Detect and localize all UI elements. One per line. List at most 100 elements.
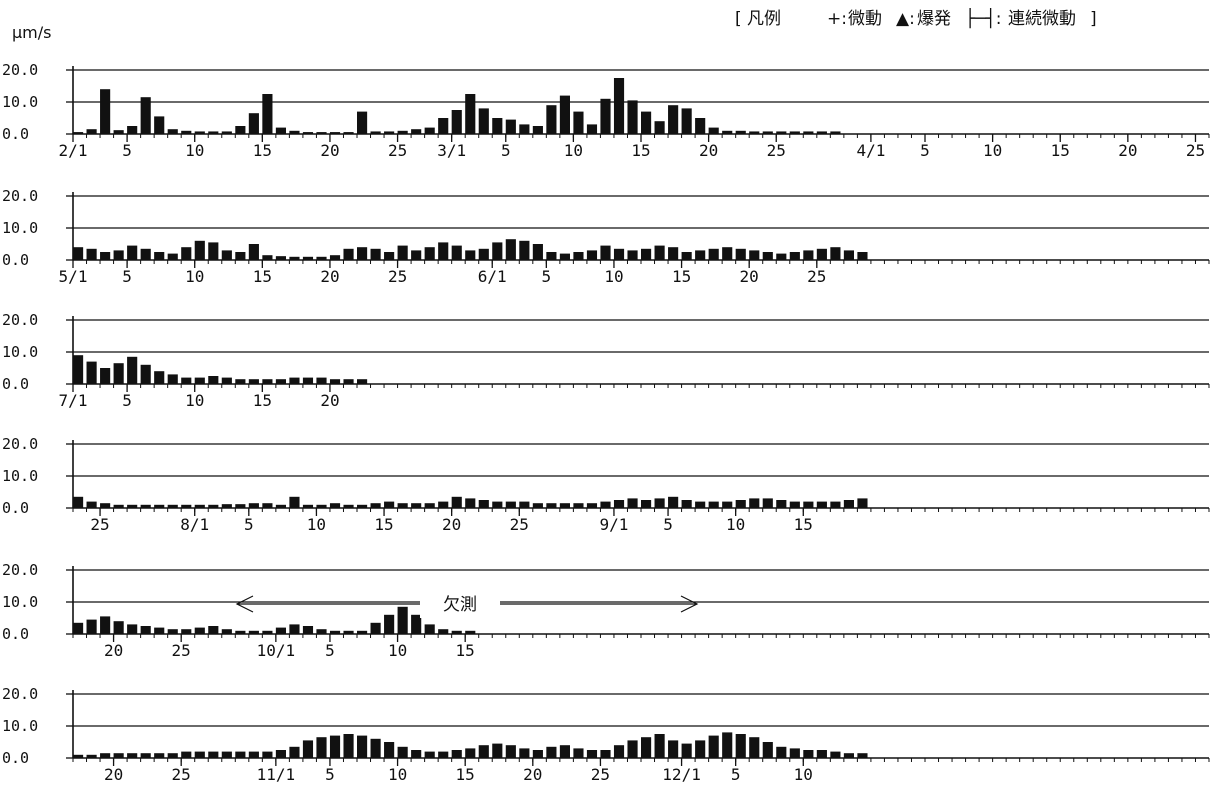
- amplitude-bar: [586, 124, 598, 134]
- amplitude-bar: [492, 501, 503, 508]
- x-tick-label: 25: [172, 765, 191, 784]
- x-tick-label: 20: [523, 765, 542, 784]
- amplitude-bar: [559, 253, 570, 260]
- amplitude-bar: [167, 374, 178, 384]
- amplitude-bar: [424, 247, 435, 260]
- amplitude-bar: [302, 740, 314, 758]
- amplitude-bar: [289, 624, 300, 634]
- amplitude-bar: [573, 748, 584, 758]
- amplitude-bar: [654, 498, 665, 508]
- amplitude-bar: [722, 732, 733, 758]
- amplitude-bar: [600, 501, 611, 508]
- amplitude-bar: [843, 753, 854, 758]
- amplitude-bar: [424, 127, 435, 134]
- amplitude-bar: [262, 94, 273, 134]
- gap-label-bg: [420, 590, 500, 618]
- amplitude-bar: [316, 629, 327, 634]
- amplitude-bar: [492, 118, 503, 134]
- y-tick-label: 0.0: [2, 125, 29, 143]
- amplitude-bar: [749, 737, 760, 758]
- amplitude-bar: [194, 377, 205, 384]
- amplitude-bar: [357, 247, 368, 260]
- amplitude-bar: [519, 124, 530, 134]
- amplitude-bar: [154, 371, 165, 384]
- amplitude-bar: [248, 630, 259, 634]
- x-tick-label: 15: [374, 515, 393, 534]
- x-tick-label: 10: [564, 141, 583, 160]
- x-tick-label: 5: [731, 765, 741, 784]
- amplitude-bar: [816, 501, 827, 508]
- amplitude-bar: [532, 750, 543, 758]
- amplitude-bar: [546, 503, 557, 508]
- amplitude-bar: [600, 750, 611, 758]
- legend-symbol-1: ▲:: [896, 9, 915, 29]
- amplitude-bar: [181, 504, 192, 508]
- amplitude-bar: [154, 116, 165, 134]
- amplitude-bar: [735, 248, 746, 260]
- amplitude-bar: [532, 244, 543, 260]
- x-tick-label: 25: [767, 141, 786, 160]
- amplitude-bar: [221, 250, 232, 260]
- panel-2: 20.0 10.0 0.0 7/1 5 10 15 20: [2, 311, 1210, 410]
- x-tick-label: 20: [442, 515, 461, 534]
- x-tick-label: 8/1: [180, 515, 209, 534]
- amplitude-bar: [762, 252, 773, 260]
- x-tick-label: 20: [320, 267, 339, 286]
- amplitude-bar: [221, 131, 232, 134]
- amplitude-bar: [140, 753, 151, 758]
- amplitude-bar: [843, 250, 854, 260]
- amplitude-bar: [113, 753, 124, 758]
- amplitude-bar: [627, 250, 638, 260]
- amplitude-bar: [789, 252, 800, 260]
- amplitude-bar: [86, 619, 97, 634]
- amplitude-bar: [329, 379, 341, 384]
- panel-0: 20.0 10.0 0.0 2/1 5 10 15 20 25 3/1 5 10 15 20 25 4/1 5 1…: [2, 61, 1210, 160]
- amplitude-bar: [154, 627, 165, 634]
- amplitude-bar: [613, 500, 625, 508]
- legend: [ 凡例 +: 微動 ▲: 爆発 ├─┤: 連続微動]: [735, 8, 1097, 29]
- amplitude-bar: [627, 740, 638, 758]
- amplitude-bar: [735, 734, 746, 758]
- amplitude-bar: [843, 500, 854, 508]
- amplitude-bar: [749, 498, 760, 508]
- amplitude-bar: [668, 105, 679, 134]
- amplitude-bar: [397, 245, 408, 260]
- x-tick-label: 15: [1051, 141, 1070, 160]
- amplitude-bar: [100, 753, 111, 758]
- amplitude-bar: [559, 503, 570, 508]
- amplitude-bar: [316, 132, 327, 134]
- amplitude-bar: [208, 626, 219, 634]
- x-tick-label: 15: [456, 765, 475, 784]
- amplitude-bar: [857, 498, 868, 508]
- amplitude-bar: [411, 503, 422, 508]
- amplitude-bar: [208, 376, 219, 384]
- amplitude-bar: [451, 750, 462, 758]
- amplitude-bar: [181, 247, 192, 260]
- amplitude-bar: [573, 252, 584, 260]
- amplitude-bar: [803, 250, 814, 260]
- x-tick-label: 5: [663, 515, 673, 534]
- amplitude-bar: [140, 504, 151, 508]
- amplitude-bar: [154, 504, 165, 508]
- amplitude-bar: [140, 364, 151, 384]
- amplitude-bar: [100, 89, 111, 134]
- amplitude-bar: [329, 255, 341, 260]
- amplitude-bar: [600, 245, 611, 260]
- amplitude-bar: [830, 247, 841, 260]
- amplitude-bar: [600, 98, 611, 134]
- amplitude-bar: [641, 111, 652, 134]
- amplitude-bar: [465, 630, 476, 634]
- amplitude-bar: [316, 256, 327, 260]
- gap-arrow-right: [680, 595, 699, 613]
- amplitude-bar: [194, 504, 205, 508]
- amplitude-bar: [357, 379, 368, 384]
- amplitude-bar: [708, 127, 719, 134]
- amplitude-bar: [329, 503, 341, 508]
- y-tick-label: 20.0: [2, 311, 38, 329]
- amplitude-bar: [627, 100, 638, 134]
- x-tick-label: 20: [699, 141, 718, 160]
- amplitude-bar: [100, 252, 111, 260]
- amplitude-bar: [275, 379, 286, 384]
- x-tick-label: 25: [591, 765, 610, 784]
- amplitude-bar: [830, 501, 841, 508]
